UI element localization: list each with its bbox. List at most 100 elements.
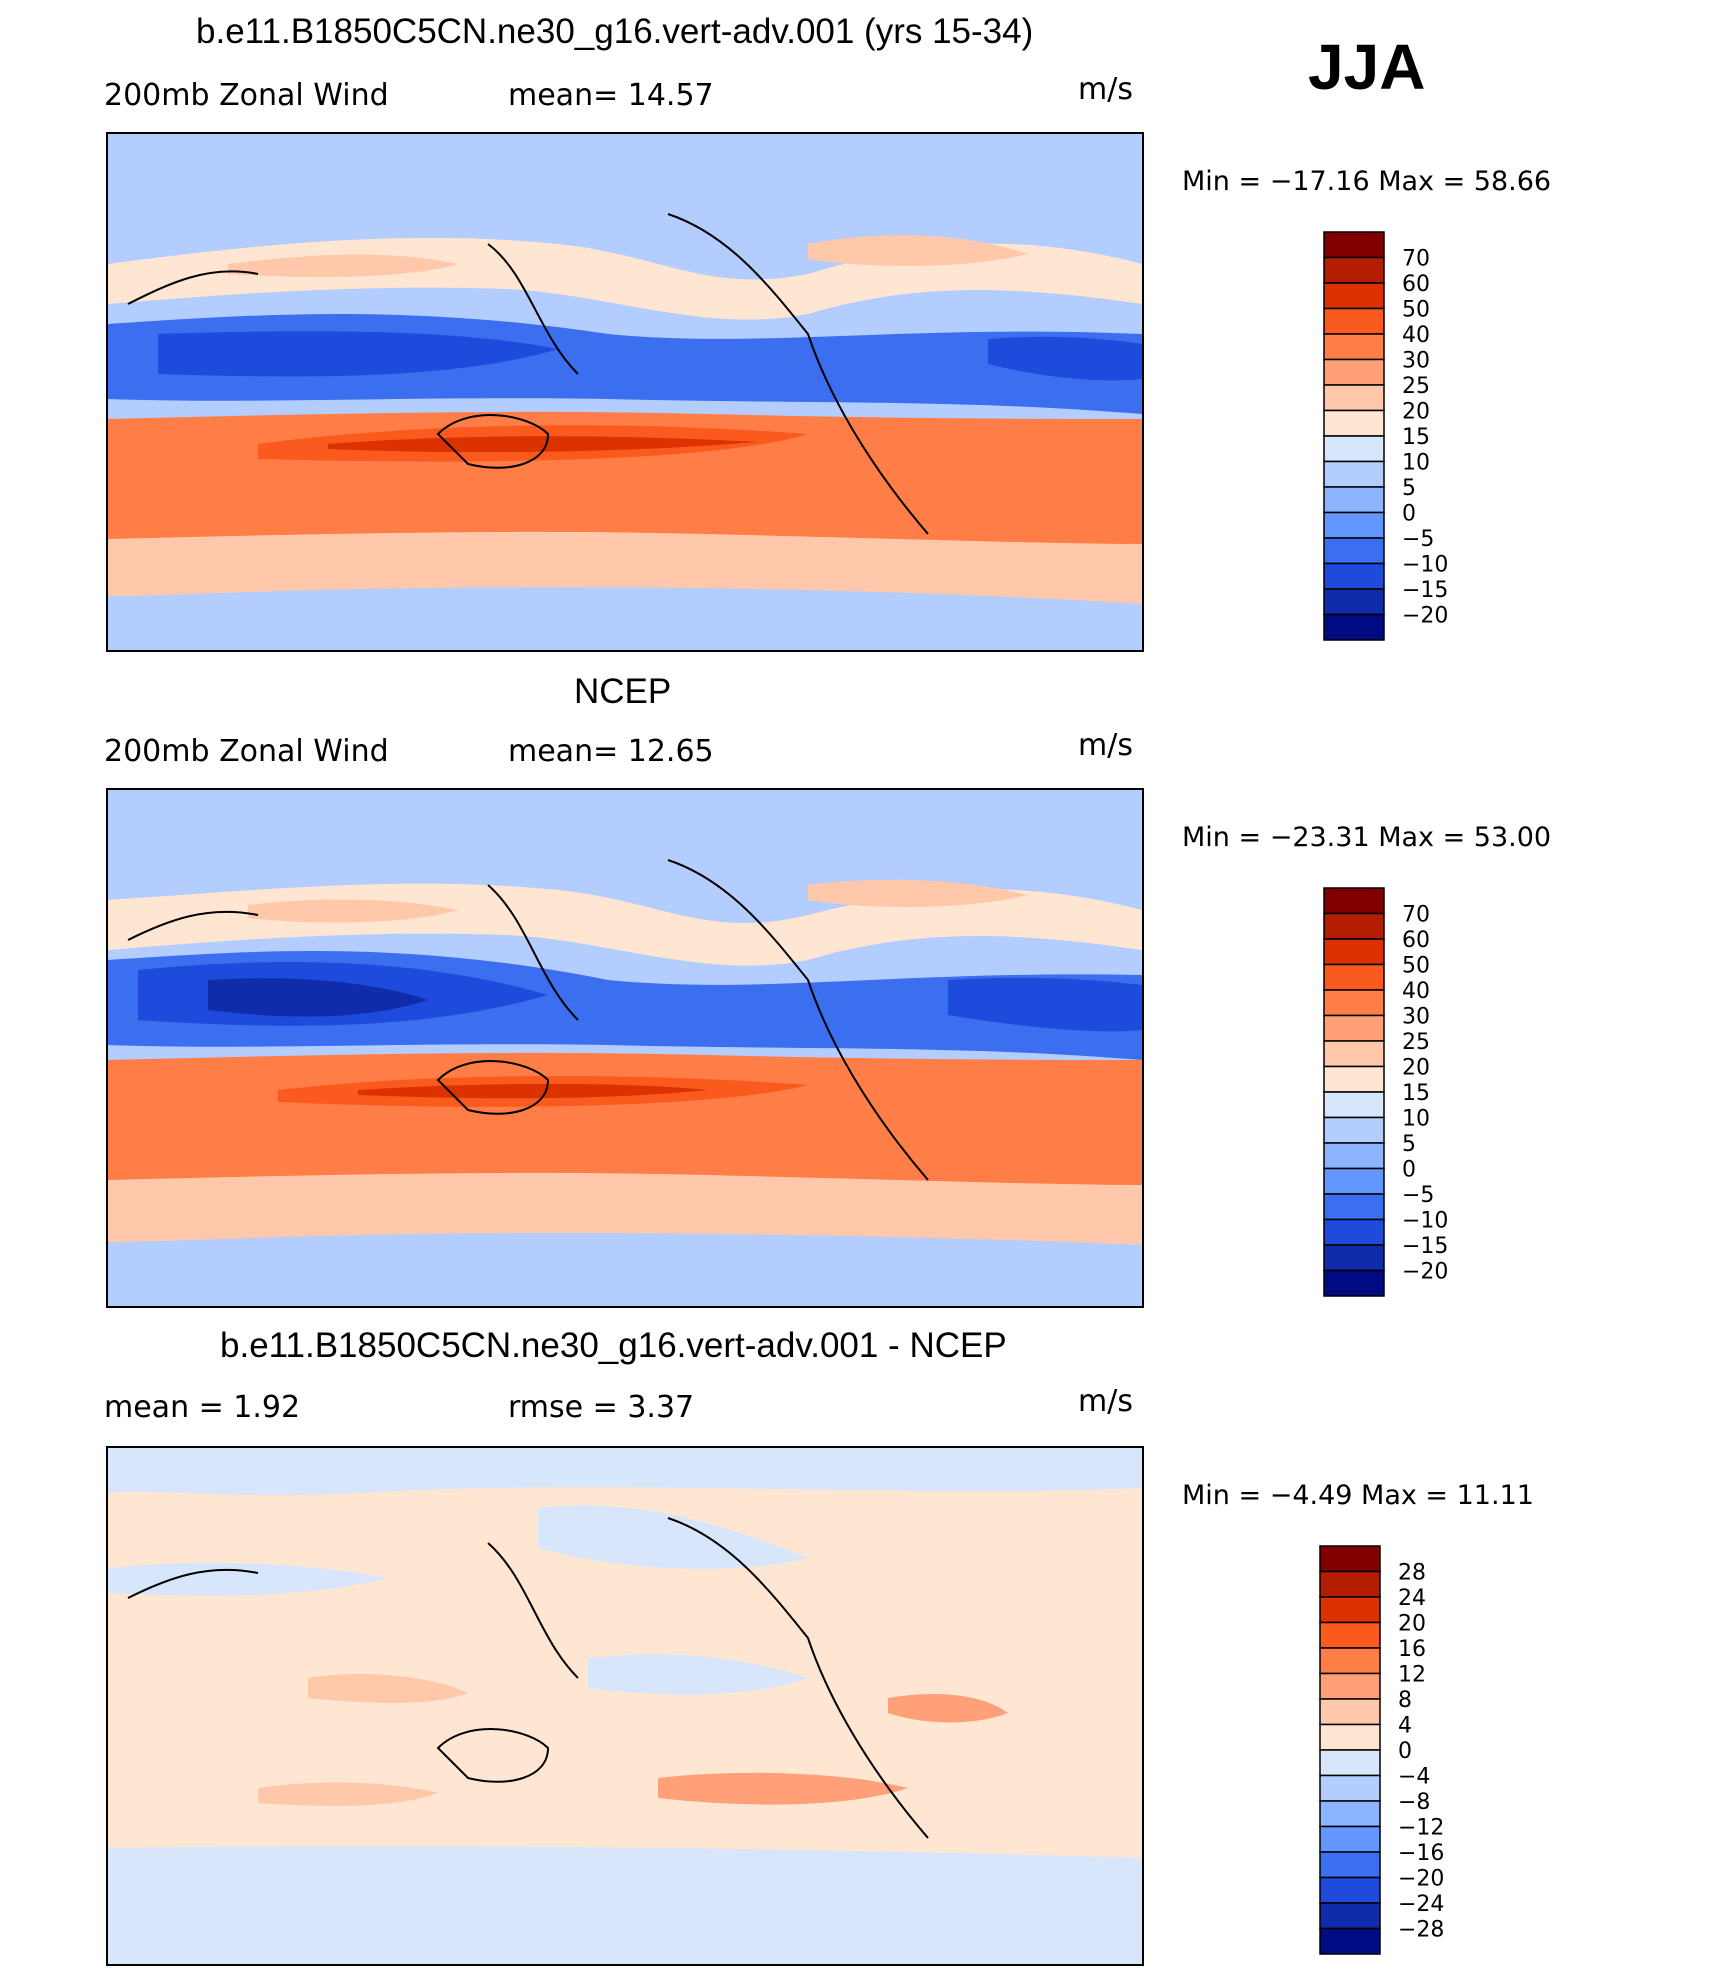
panel3-minmax: Min = −4.49 Max = 11.11 xyxy=(1182,1480,1534,1511)
colorbar-tick-label: 24 xyxy=(1398,1586,1426,1611)
panel3-units: m/s xyxy=(1078,1384,1133,1419)
colorbar-swatch xyxy=(1319,1927,1381,1955)
colorbar-tick-label: 20 xyxy=(1402,400,1430,425)
colorbar-tick-label: −20 xyxy=(1402,1260,1448,1285)
panel2-field-label: 200mb Zonal Wind xyxy=(104,734,389,769)
colorbar-swatch xyxy=(1323,358,1385,386)
colorbar-swatch xyxy=(1323,1142,1385,1170)
colorbar-swatch xyxy=(1323,384,1385,412)
colorbar-swatch xyxy=(1323,1167,1385,1195)
panel3-title: b.e11.B1850C5CN.ne30_g16.vert-adv.001 - … xyxy=(220,1326,1007,1365)
colorbar-tick-label: 15 xyxy=(1402,425,1430,450)
panel3-colorbar: 28 24 20 16 12 8 4 0 −4 −8 −12 −16 −20 −24 −28 xyxy=(1318,1544,1478,1956)
colorbar-swatch xyxy=(1319,1698,1381,1726)
panel3-mean-label: mean = 1.92 xyxy=(104,1390,301,1425)
colorbar-swatch xyxy=(1319,1672,1381,1700)
colorbar-tick-label: −10 xyxy=(1402,1209,1448,1234)
colorbar-tick-label: 40 xyxy=(1402,979,1430,1004)
colorbar-tick-label: 0 xyxy=(1402,502,1416,527)
colorbar-tick-label: 30 xyxy=(1402,349,1430,374)
colorbar-tick-label: 8 xyxy=(1398,1688,1412,1713)
colorbar-tick-label: 40 xyxy=(1402,323,1430,348)
panel2-title: NCEP xyxy=(574,672,672,711)
colorbar-swatch xyxy=(1323,231,1385,259)
colorbar-swatch xyxy=(1323,1218,1385,1246)
colorbar-tick-label: 0 xyxy=(1398,1739,1412,1764)
colorbar-swatch xyxy=(1319,1621,1381,1649)
colorbar-swatch xyxy=(1323,562,1385,590)
panel2-colorbar: 70 60 50 40 30 25 20 15 10 5 0 −5 −10 −15 −20 xyxy=(1322,886,1482,1298)
colorbar-tick-label: −20 xyxy=(1402,604,1448,629)
colorbar-swatch xyxy=(1319,1749,1381,1777)
colorbar-swatch xyxy=(1323,511,1385,539)
colorbar-tick-label: −12 xyxy=(1398,1816,1444,1841)
panel1-title: b.e11.B1850C5CN.ne30_g16.vert-adv.001 (y… xyxy=(196,12,1034,51)
colorbar-swatch xyxy=(1323,1065,1385,1093)
colorbar-swatch xyxy=(1323,486,1385,514)
colorbar-tick-label: −4 xyxy=(1398,1765,1430,1790)
colorbar-tick-label: 28 xyxy=(1398,1561,1426,1586)
colorbar-swatch xyxy=(1323,460,1385,488)
colorbar-tick-label: 60 xyxy=(1402,928,1430,953)
colorbar-tick-label: −16 xyxy=(1398,1841,1444,1866)
colorbar-swatch xyxy=(1323,307,1385,335)
colorbar-swatch xyxy=(1319,1723,1381,1751)
colorbar-tick-label: 4 xyxy=(1398,1714,1412,1739)
colorbar-tick-label: −15 xyxy=(1402,1234,1448,1259)
colorbar-swatch xyxy=(1323,887,1385,915)
panel2-units: m/s xyxy=(1078,728,1133,763)
colorbar-tick-label: 12 xyxy=(1398,1663,1426,1688)
colorbar-swatch xyxy=(1319,1851,1381,1879)
colorbar-swatch xyxy=(1319,1876,1381,1904)
colorbar-tick-label: 30 xyxy=(1402,1005,1430,1030)
panel1-units: m/s xyxy=(1078,72,1133,107)
colorbar-swatch xyxy=(1319,1647,1381,1675)
panel2-mean-label: mean= 12.65 xyxy=(508,734,714,769)
colorbar-tick-label: 20 xyxy=(1398,1612,1426,1637)
colorbar-tick-label: −24 xyxy=(1398,1892,1444,1917)
colorbar-swatch xyxy=(1323,1091,1385,1119)
colorbar-tick-label: −5 xyxy=(1402,1183,1434,1208)
colorbar-tick-label: 60 xyxy=(1402,272,1430,297)
colorbar-swatch xyxy=(1323,963,1385,991)
colorbar-swatch xyxy=(1323,282,1385,310)
colorbar-swatch xyxy=(1323,1116,1385,1144)
colorbar-tick-label: 0 xyxy=(1402,1158,1416,1183)
colorbar-tick-label: 10 xyxy=(1402,1107,1430,1132)
colorbar-swatch xyxy=(1319,1825,1381,1853)
panel1-field-label: 200mb Zonal Wind xyxy=(104,78,389,113)
colorbar-swatch xyxy=(1323,256,1385,284)
colorbar-tick-label: 70 xyxy=(1402,903,1430,928)
colorbar-tick-label: −15 xyxy=(1402,578,1448,603)
panel2-map xyxy=(106,788,1144,1308)
colorbar-swatch xyxy=(1319,1774,1381,1802)
colorbar-swatch xyxy=(1323,938,1385,966)
colorbar-swatch xyxy=(1319,1800,1381,1828)
colorbar-tick-label: −20 xyxy=(1398,1867,1444,1892)
panel1-minmax: Min = −17.16 Max = 58.66 xyxy=(1182,166,1552,197)
colorbar-swatch xyxy=(1323,409,1385,437)
colorbar-swatch xyxy=(1323,1014,1385,1042)
colorbar-swatch xyxy=(1323,912,1385,940)
colorbar-swatch xyxy=(1323,1269,1385,1297)
colorbar-swatch xyxy=(1323,1040,1385,1068)
panel1-mean-label: mean= 14.57 xyxy=(508,78,714,113)
colorbar-tick-label: 5 xyxy=(1402,476,1416,501)
panel3-rmse-label: rmse = 3.37 xyxy=(508,1390,695,1425)
colorbar-swatch xyxy=(1323,537,1385,565)
colorbar-tick-label: 16 xyxy=(1398,1637,1426,1662)
colorbar-swatch xyxy=(1319,1902,1381,1930)
colorbar-swatch xyxy=(1323,435,1385,463)
colorbar-swatch xyxy=(1323,1193,1385,1221)
colorbar-swatch xyxy=(1323,1244,1385,1272)
panel3-map xyxy=(106,1446,1144,1966)
colorbar-tick-label: 50 xyxy=(1402,298,1430,323)
colorbar-tick-label: 5 xyxy=(1402,1132,1416,1157)
colorbar-tick-label: 15 xyxy=(1402,1081,1430,1106)
colorbar-tick-label: −10 xyxy=(1402,553,1448,578)
colorbar-tick-label: 50 xyxy=(1402,954,1430,979)
colorbar-tick-label: 20 xyxy=(1402,1056,1430,1081)
